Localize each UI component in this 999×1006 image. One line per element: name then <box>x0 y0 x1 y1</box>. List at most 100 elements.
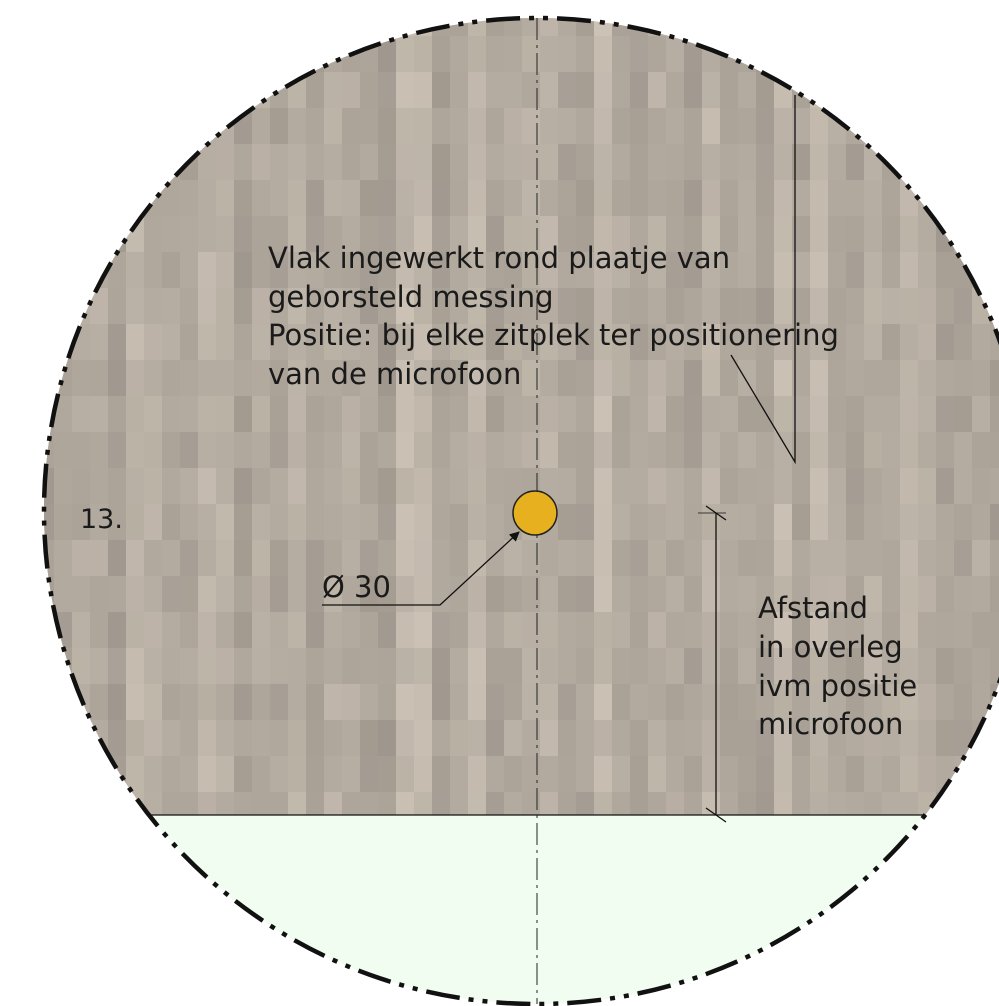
wood-grain-cell <box>144 648 163 685</box>
brass-plate <box>512 490 558 536</box>
wood-grain-cell <box>612 288 631 325</box>
wood-grain-cell <box>828 18 847 37</box>
wood-grain-cell <box>90 432 109 469</box>
wood-grain-cell <box>774 72 793 109</box>
wood-grain-cell <box>198 504 217 541</box>
wood-grain-cell <box>198 792 217 815</box>
wood-grain-cell <box>450 252 469 289</box>
wood-grain-cell <box>720 288 739 325</box>
wood-grain-cell <box>0 432 19 469</box>
wood-grain-cell <box>612 180 631 217</box>
wood-grain-cell <box>288 612 307 649</box>
wood-grain-cell <box>360 504 379 541</box>
wood-grain-cell <box>468 756 487 793</box>
wood-grain-cell <box>198 612 217 649</box>
wood-grain-cell <box>576 36 595 73</box>
wood-grain-cell <box>360 684 379 721</box>
wood-grain-cell <box>846 432 865 469</box>
wood-grain-cell <box>216 144 235 181</box>
wood-grain-cell <box>756 576 775 613</box>
wood-grain-cell <box>396 36 415 73</box>
wood-grain-cell <box>792 288 811 325</box>
wood-grain-cell <box>414 324 433 361</box>
wood-grain-cell <box>396 720 415 757</box>
wood-grain-cell <box>882 252 901 289</box>
wood-grain-cell <box>162 612 181 649</box>
wood-grain-cell <box>684 756 703 793</box>
wood-grain-cell <box>234 288 253 325</box>
wood-grain-cell <box>108 18 127 37</box>
wood-grain-cell <box>414 108 433 145</box>
wood-grain-cell <box>252 468 271 505</box>
wood-grain-cell <box>162 18 181 37</box>
wood-grain-cell <box>306 576 325 613</box>
wood-grain-cell <box>126 612 145 649</box>
wood-grain-cell <box>414 648 433 685</box>
wood-grain-cell <box>306 720 325 757</box>
wood-grain-cell <box>234 576 253 613</box>
wood-grain-cell <box>522 360 541 397</box>
wood-grain-cell <box>612 648 631 685</box>
wood-grain-cell <box>0 180 19 217</box>
wood-grain-cell <box>558 540 577 577</box>
wood-grain-cell <box>936 540 955 577</box>
wood-grain-cell <box>900 252 919 289</box>
diameter-label: Ø 30 <box>322 570 391 604</box>
wood-grain-cell <box>756 36 775 73</box>
wood-grain-cell <box>846 216 865 253</box>
wood-grain-cell <box>252 504 271 541</box>
wood-grain-cell <box>486 540 505 577</box>
wood-grain-cell <box>540 288 559 325</box>
wood-grain-cell <box>324 180 343 217</box>
wood-grain-cell <box>324 108 343 145</box>
wood-grain-cell <box>720 684 739 721</box>
wood-grain-cell <box>684 612 703 649</box>
wood-grain-cell <box>432 216 451 253</box>
wood-grain-cell <box>216 792 235 815</box>
wood-grain-cell <box>54 648 73 685</box>
wood-grain-cell <box>144 396 163 433</box>
wood-grain-cell <box>44 720 55 757</box>
wood-grain-cell <box>756 468 775 505</box>
wood-grain-cell <box>378 288 397 325</box>
wood-grain-cell <box>648 252 667 289</box>
wood-grain-cell <box>954 684 973 721</box>
wood-grain-cell <box>954 108 973 145</box>
wood-grain-cell <box>54 144 73 181</box>
wood-grain-cell <box>198 684 217 721</box>
wood-grain-cell <box>522 612 541 649</box>
wood-grain-cell <box>360 756 379 793</box>
wood-grain-cell <box>648 756 667 793</box>
wood-grain-cell <box>990 180 999 217</box>
wood-grain-cell <box>990 36 999 73</box>
wood-grain-cell <box>666 324 685 361</box>
wood-grain-cell <box>990 396 999 433</box>
wood-grain-cell <box>72 396 91 433</box>
wood-grain-cell <box>144 144 163 181</box>
wood-grain-cell <box>288 648 307 685</box>
wood-grain-cell <box>828 792 847 815</box>
wood-grain-cell <box>558 612 577 649</box>
wood-grain-cell <box>72 108 91 145</box>
wood-grain-cell <box>504 612 523 649</box>
wood-grain-cell <box>576 324 595 361</box>
wood-grain-cell <box>792 648 811 685</box>
wood-grain-cell <box>414 468 433 505</box>
wood-grain-cell <box>486 180 505 217</box>
wood-grain-cell <box>72 360 91 397</box>
wood-grain-cell <box>396 360 415 397</box>
wood-grain-cell <box>126 756 145 793</box>
wood-grain-cell <box>450 648 469 685</box>
wood-grain-cell <box>792 252 811 289</box>
wood-grain-cell <box>396 252 415 289</box>
wood-grain-cell <box>324 252 343 289</box>
wood-grain-cell <box>396 144 415 181</box>
wood-grain-cell <box>864 576 883 613</box>
wood-grain-cell <box>396 684 415 721</box>
wood-grain-cell <box>450 396 469 433</box>
wood-grain-cell <box>918 432 937 469</box>
wood-grain-cell <box>342 648 361 685</box>
wood-grain-cell <box>252 288 271 325</box>
wood-grain-cell <box>936 72 955 109</box>
wood-grain-cell <box>414 432 433 469</box>
